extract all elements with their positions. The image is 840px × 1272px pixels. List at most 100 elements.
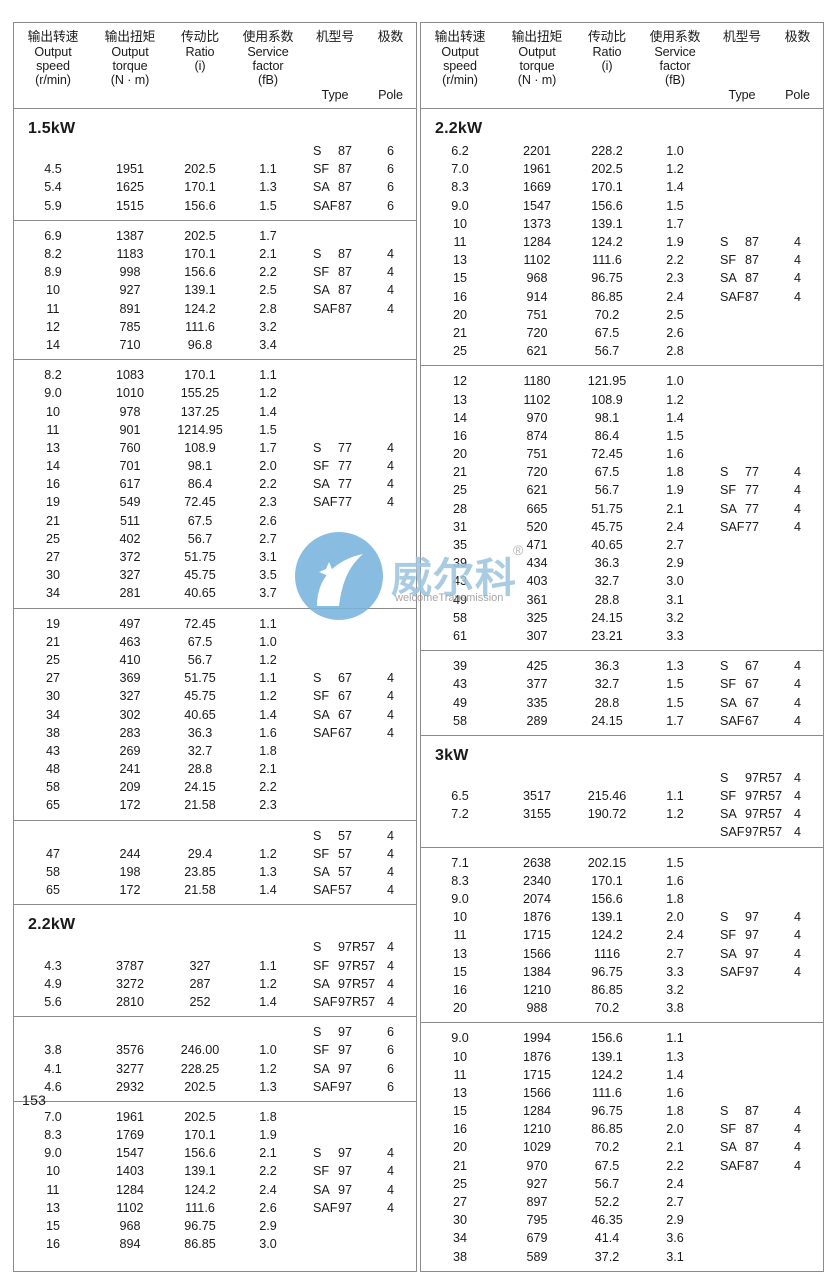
table-row: 15 968 96.75 2.3 xyxy=(421,269,711,287)
spacer xyxy=(711,390,822,408)
cell-speed: 21 xyxy=(452,1158,467,1173)
cell-torque: 1547 xyxy=(115,1146,145,1161)
cell-ratio: 86.85 xyxy=(591,289,623,304)
table-row: 58 198 23.85 1.3 xyxy=(14,863,304,881)
cell-torque: 970 xyxy=(526,1158,548,1173)
cell-pole: 4 xyxy=(386,1146,394,1161)
cell-sf: 2.7 xyxy=(666,538,684,553)
cell-type: SA 87 xyxy=(304,283,366,297)
column-header-cn: 输出转速 xyxy=(434,29,486,44)
cell-pole: 6 xyxy=(386,198,394,213)
cell-ratio: 252 xyxy=(189,994,211,1009)
spacer xyxy=(711,445,822,463)
power-rating-heading: 3kW xyxy=(435,746,469,764)
block-columns: 39 425 36.3 1.3 43 377 32.7 1.5 49 335 28.8 1.5 58 28… xyxy=(421,655,823,730)
cell-sf: 2.1 xyxy=(259,247,277,262)
cell-speed: 47 xyxy=(45,846,60,861)
column-header-cn: 输出扭矩 xyxy=(511,29,563,44)
cell-torque: 1102 xyxy=(523,253,551,268)
cell-torque: 549 xyxy=(119,495,141,510)
type-size: 87 xyxy=(745,1104,760,1119)
type-row: S 97 6 xyxy=(304,1023,415,1041)
column-header-unit: (r/min) xyxy=(35,73,71,88)
numeric-rows: 7.0 1961 202.5 1.8 8.3 1769 170.1 1.9 9.0 1547 156… xyxy=(14,1106,304,1254)
cell-sf: 2.2 xyxy=(259,265,277,280)
spacer xyxy=(711,1047,822,1065)
cell-sf: 3.2 xyxy=(259,319,277,334)
type-size: 97R57 xyxy=(745,770,783,785)
cell-type: SA 97R57 xyxy=(304,977,375,991)
type-prefix: SF xyxy=(720,1122,737,1137)
type-row: S 97 4 xyxy=(711,908,822,926)
cell-type: SAF 67 xyxy=(304,726,366,740)
type-size: 67 xyxy=(338,689,353,704)
type-row: SF 97 4 xyxy=(711,926,822,944)
cell-speed: 11 xyxy=(46,301,60,316)
cell-speed: 38 xyxy=(452,1249,467,1264)
type-row: S 67 4 xyxy=(304,669,415,687)
cell-sf: 2.2 xyxy=(666,253,684,268)
column-header-cn: 传动比 xyxy=(587,29,627,44)
cell-type: SF 87 xyxy=(304,162,366,176)
cell-pole: 4 xyxy=(793,770,801,785)
cell-sf: 1.2 xyxy=(666,162,684,177)
cell-speed: 58 xyxy=(452,610,467,625)
table-row: 19 549 72.45 2.3 xyxy=(14,493,304,511)
cell-torque: 3517 xyxy=(522,789,552,804)
cell-speed: 14 xyxy=(45,459,60,474)
table-row: 5.6 2810 252 1.4 xyxy=(14,993,304,1011)
cell-sf: 1.2 xyxy=(666,392,684,407)
column-header-cn: 机型号 xyxy=(315,29,355,44)
type-size: 77 xyxy=(745,519,760,534)
cell-torque: 970 xyxy=(526,410,548,425)
cell-sf: 1.5 xyxy=(666,428,684,443)
cell-ratio: 24.15 xyxy=(591,713,623,728)
cell-torque: 269 xyxy=(119,743,141,758)
table-row: 35 471 40.65 2.7 xyxy=(421,536,711,554)
type-row: SAF 87 4 xyxy=(304,300,415,318)
type-prefix: SAF xyxy=(313,1200,338,1215)
type-prefix: SAF xyxy=(720,964,745,979)
cell-speed: 13 xyxy=(452,392,467,407)
type-row: SAF 97R57 4 xyxy=(304,993,415,1011)
column-header-en: Service xyxy=(247,45,289,59)
table-row: 16 914 86.85 2.4 xyxy=(421,288,711,306)
cell-sf: 1.0 xyxy=(259,634,277,649)
spacer xyxy=(14,938,304,956)
cell-sf: 1.2 xyxy=(259,1061,277,1076)
cell-speed: 5.6 xyxy=(44,994,62,1009)
cell-speed: 10 xyxy=(45,1164,60,1179)
table-row: 21 463 67.5 1.0 xyxy=(14,633,304,651)
spacer xyxy=(711,409,822,427)
cell-ratio: 121.95 xyxy=(587,374,627,389)
table-row: 11 1715 124.2 2.4 xyxy=(421,926,711,944)
table-row: 9.0 1547 156.6 2.1 xyxy=(14,1144,304,1162)
column-header-sf: 使用系数 Service factor (fB) xyxy=(639,29,711,108)
cell-ratio: 124.2 xyxy=(184,301,216,316)
cell-torque: 434 xyxy=(526,556,548,571)
table-row: 3.8 3576 246.00 1.0 xyxy=(14,1041,304,1059)
type-size: 87 xyxy=(745,289,760,304)
cell-type: SAF 97R57 xyxy=(304,995,375,1009)
cell-torque: 1994 xyxy=(522,1031,552,1046)
cell-ratio: 156.6 xyxy=(591,198,623,213)
column-header-speed: 输出转速 Output speed (r/min) xyxy=(421,29,499,108)
spacer xyxy=(304,615,415,633)
cell-torque: 927 xyxy=(119,283,141,298)
cell-speed: 7.2 xyxy=(451,807,469,822)
type-row: SF 97 4 xyxy=(304,1162,415,1180)
cell-pole: 6 xyxy=(386,180,394,195)
cell-torque: 901 xyxy=(119,422,141,437)
cell-sf: 1.8 xyxy=(666,465,684,480)
type-rows: S 77 4 SF 77 4 SA 77 4 SAF 77 4 xyxy=(304,364,415,602)
block-columns: 3.8 3576 246.00 1.0 4.1 3277 228.25 1.2 4.6 2932 2… xyxy=(14,1021,416,1096)
cell-torque: 1210 xyxy=(522,1122,552,1137)
cell-pole: 4 xyxy=(793,235,801,250)
cell-ratio: 86.85 xyxy=(184,1237,216,1252)
cell-sf: 1.6 xyxy=(666,873,684,888)
cell-torque: 968 xyxy=(526,271,548,286)
cell-torque: 377 xyxy=(526,677,548,692)
numeric-rows: 9.0 1994 156.6 1.1 10 1876 139.1 1.3 11 1715 124.2… xyxy=(421,1027,711,1265)
cell-ratio: 246.00 xyxy=(180,1043,220,1058)
type-size: 77 xyxy=(745,501,760,516)
